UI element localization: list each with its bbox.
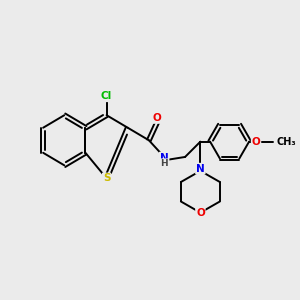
Text: H: H	[160, 159, 168, 168]
Text: O: O	[153, 113, 162, 123]
Text: O: O	[196, 208, 205, 218]
Text: N: N	[160, 152, 169, 163]
Text: Cl: Cl	[101, 91, 112, 101]
Text: N: N	[196, 164, 205, 174]
Text: S: S	[103, 173, 110, 183]
Text: O: O	[252, 137, 260, 147]
Text: CH₃: CH₃	[277, 137, 296, 147]
